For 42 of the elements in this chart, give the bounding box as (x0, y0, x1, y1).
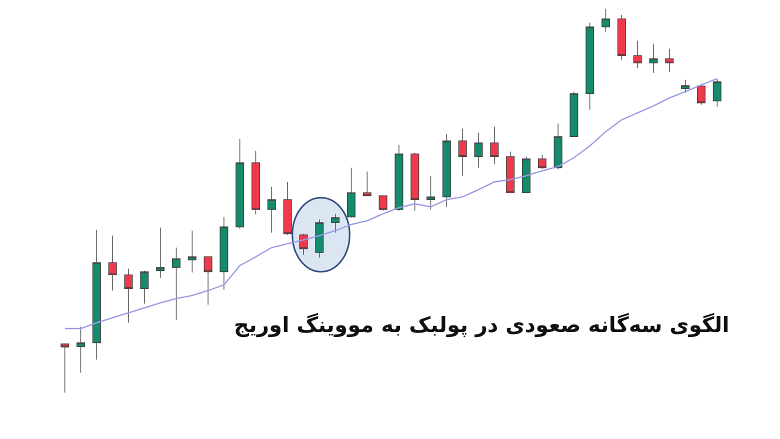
candlestick (172, 247, 180, 320)
candlestick (299, 233, 308, 256)
candlestick (92, 230, 101, 360)
candlestick (696, 86, 706, 106)
candlestick (236, 138, 244, 230)
candlestick (60, 344, 70, 393)
candlestick (362, 171, 372, 196)
candlestick (283, 182, 292, 236)
candlestick (76, 326, 86, 374)
candlestick (220, 216, 228, 290)
candlestick (522, 156, 530, 194)
candlestick (490, 126, 499, 164)
candlestick (649, 43, 658, 74)
candlestick (346, 167, 356, 218)
candlestick (410, 152, 420, 212)
candlestick (394, 144, 404, 212)
candlestick (252, 150, 260, 215)
candlestick (124, 268, 133, 324)
candlestick (188, 230, 196, 273)
candlestick (538, 154, 546, 170)
candlestick (586, 22, 594, 110)
candlestick (204, 256, 212, 306)
candlestick (140, 270, 149, 304)
candlestick (426, 175, 436, 210)
candlestick (570, 91, 578, 137)
candlestick (267, 186, 276, 233)
candlestick (315, 219, 324, 258)
candlestick (712, 78, 722, 108)
candlestick (665, 48, 674, 72)
candlestick (458, 128, 467, 176)
text: الگوی سه‌گانه صعودی در پولبک به مووینگ اوریج (234, 312, 730, 338)
candlestick (554, 123, 562, 170)
candlestick (378, 195, 388, 212)
candlestick (506, 151, 515, 194)
candlestick (602, 8, 610, 32)
candlestick (474, 132, 483, 168)
candlestick (331, 213, 340, 233)
candlestick (617, 14, 626, 60)
candlestick (108, 235, 117, 291)
candlestick (442, 134, 451, 208)
candlestick (633, 40, 642, 68)
candlestick (156, 227, 165, 278)
